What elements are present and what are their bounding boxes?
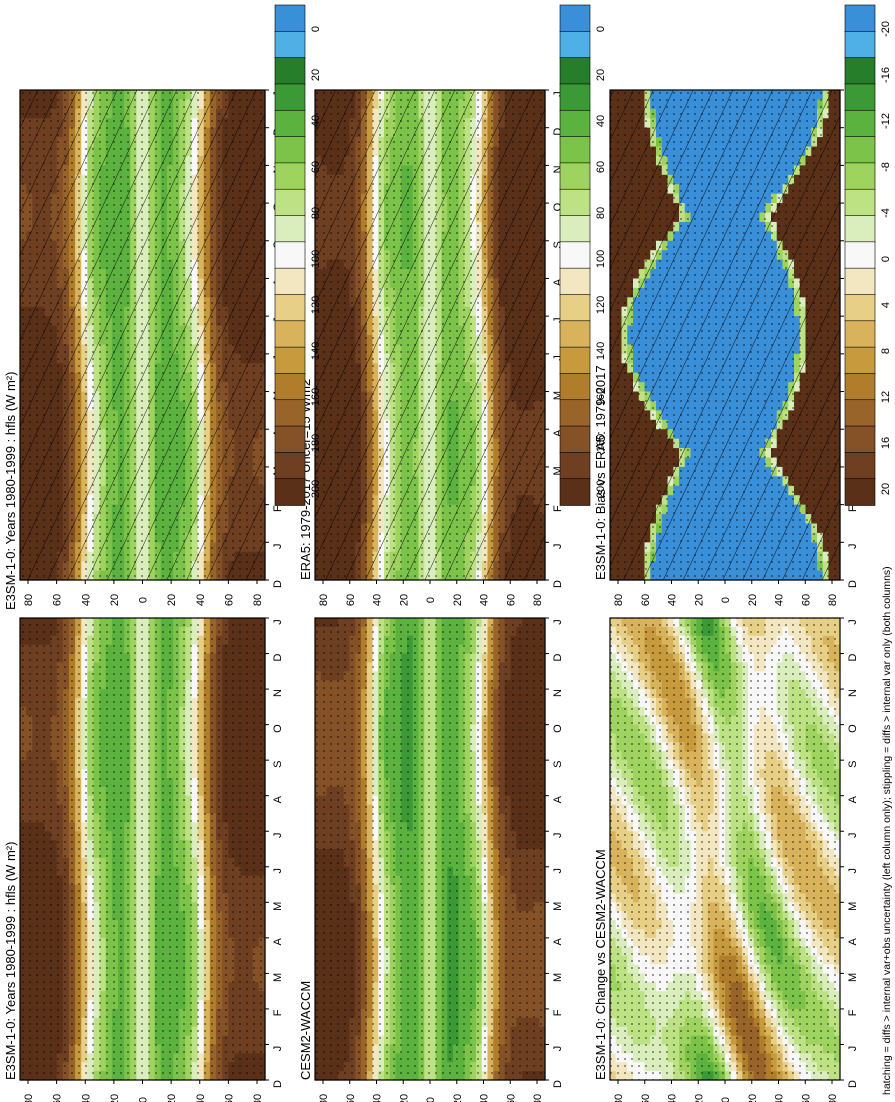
lat-tick-label: 60	[223, 594, 235, 606]
heatmap-panel-1: 80604020020406080DJFMAMJJASONDJE3SM-1-0:…	[3, 89, 284, 610]
month-tick-label: A	[272, 938, 284, 946]
stippling-overlay	[20, 90, 265, 580]
month-tick-label: M	[272, 973, 284, 982]
lat-tick-label: 20	[166, 1094, 178, 1102]
lat-tick-label: 40	[80, 594, 92, 606]
lat-tick-label: 80	[23, 594, 35, 606]
month-tick-label: F	[272, 1009, 284, 1016]
month-tick-label: O	[272, 724, 284, 733]
lat-tick-label: 40	[195, 1094, 207, 1102]
panel-title: E3SM-1-0: Years 1980-1999 : hfls (W m²)	[3, 842, 18, 1080]
month-tick-label: F	[272, 505, 284, 512]
lat-tick-label: 60	[223, 1094, 235, 1102]
month-tick-label: J	[272, 868, 284, 874]
lat-tick-label: 60	[52, 594, 64, 606]
month-tick-label: J	[272, 544, 284, 550]
lat-tick-label: 80	[252, 1094, 264, 1102]
month-tick-label: J	[272, 832, 284, 838]
lat-tick-label: 60	[52, 1094, 64, 1102]
lat-tick-label: 40	[80, 1094, 92, 1102]
month-tick-label: S	[272, 760, 284, 767]
lat-tick-label: 80	[252, 594, 264, 606]
lat-tick-label: 20	[109, 594, 121, 606]
month-tick-label: N	[272, 689, 284, 697]
month-tick-label: D	[272, 654, 284, 662]
lat-tick-label: 40	[195, 594, 207, 606]
stippling-overlay	[20, 618, 265, 1080]
lat-tick-label: 80	[23, 1094, 35, 1102]
lat-tick-label: 0	[138, 597, 150, 603]
panel-title: E3SM-1-0: Years 1980-1999 : hfls (W m²)	[3, 372, 18, 610]
month-tick-label: J	[272, 619, 284, 625]
lat-tick-label: 20	[166, 594, 178, 606]
month-tick-label: J	[272, 1046, 284, 1052]
lat-tick-label: 20	[109, 1094, 121, 1102]
lat-tick-label: 0	[138, 1097, 150, 1102]
month-tick-label: M	[272, 902, 284, 911]
month-tick-label: D	[272, 580, 284, 588]
month-tick-label: A	[272, 795, 284, 803]
month-tick-label: D	[272, 1080, 284, 1088]
heatmap-panel-2: 80 60 40 20 0 20 40 60 80 D J F M A M J J A S O N D J E3SM-1-0:…	[3, 617, 284, 1102]
